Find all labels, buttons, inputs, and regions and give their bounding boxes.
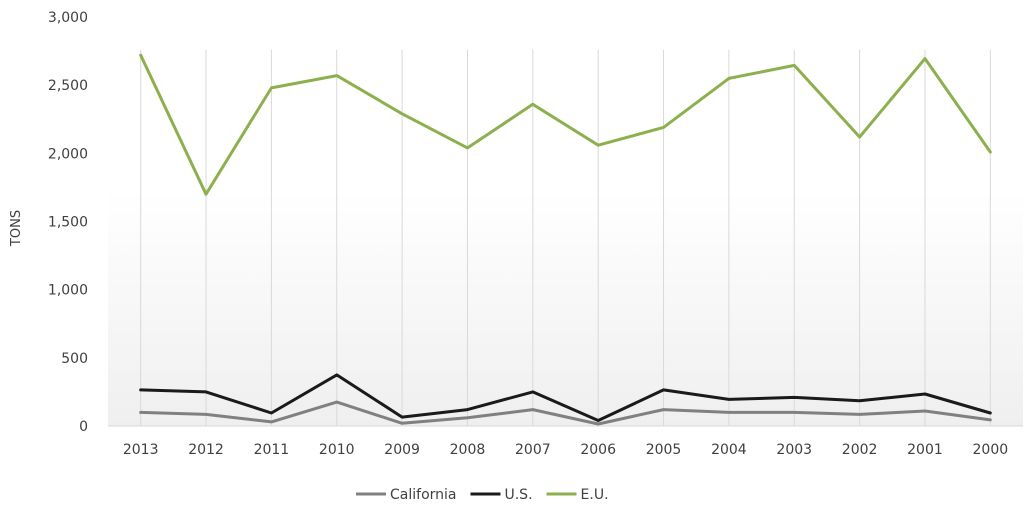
x-tick-label: 2003 <box>776 442 812 458</box>
x-tick-label: 2011 <box>254 442 290 458</box>
x-axis: 2013 2012 2011 2010 2009 2008 2007 2006 2005 2004… <box>123 442 1008 458</box>
series-lines <box>139 53 992 426</box>
y-tick-label: 1,000 <box>48 283 88 299</box>
y-tick-label: 1,500 <box>48 215 88 231</box>
y-tick-label: 500 <box>61 351 88 367</box>
x-tick-label: 2012 <box>188 442 224 458</box>
y-axis-label: TONS <box>9 210 24 247</box>
legend-label-u-s: U.S. <box>504 487 532 503</box>
x-tick-label: 2005 <box>646 442 682 458</box>
plot-area <box>108 190 1023 426</box>
y-tick-label: 0 <box>79 419 88 435</box>
x-tick-label: 2010 <box>319 442 355 458</box>
x-tick-label: 2013 <box>123 442 159 458</box>
x-tick-label: 2008 <box>450 442 486 458</box>
x-tick-label: 2007 <box>515 442 551 458</box>
legend: California U.S. E.U. <box>356 487 609 503</box>
series-line-california <box>139 400 992 426</box>
y-tick-label: 3,000 <box>48 10 88 26</box>
x-tick-label: 2006 <box>580 442 616 458</box>
grid-lines <box>108 49 1023 427</box>
x-tick-label: 2002 <box>842 442 878 458</box>
x-tick-label: 2001 <box>907 442 943 458</box>
series-line-u-s <box>139 373 992 422</box>
y-axis: 0 500 1,000 1,500 2,000 2,500 3,000 <box>48 10 88 435</box>
series-line-e-u <box>139 53 992 196</box>
y-tick-label: 2,500 <box>48 78 88 94</box>
x-tick-label: 2004 <box>711 442 747 458</box>
y-tick-label: 2,000 <box>48 146 88 162</box>
x-tick-label: 2009 <box>384 442 420 458</box>
x-tick-label: 2000 <box>973 442 1009 458</box>
legend-label-california: California <box>390 487 456 503</box>
legend-label-e-u: E.U. <box>581 487 609 503</box>
